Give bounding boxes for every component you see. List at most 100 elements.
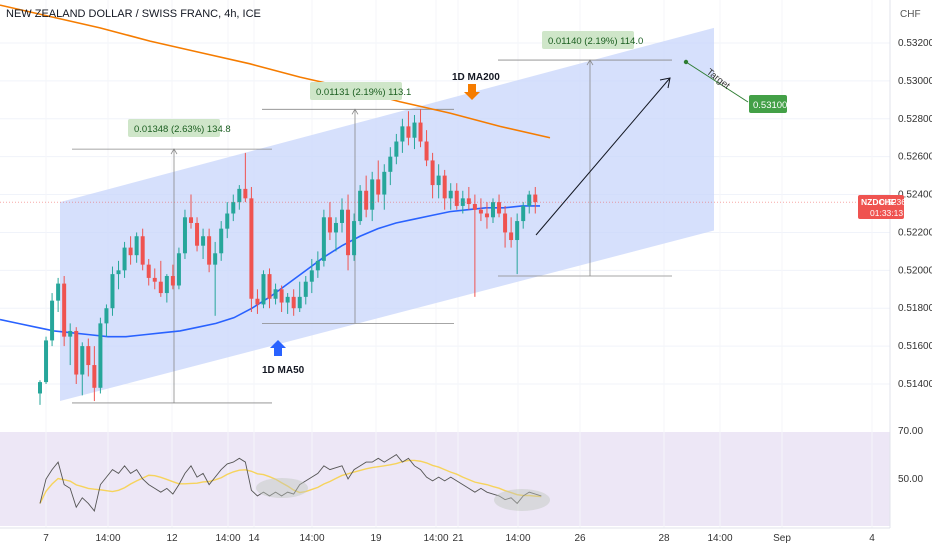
time-tick: 14:00 xyxy=(505,533,530,544)
candle-body xyxy=(104,308,109,324)
price-tick: 0.52600 xyxy=(898,152,932,163)
ma200-label: 1D MA200 xyxy=(452,72,500,83)
candle-body xyxy=(521,205,526,222)
measure-box-3 xyxy=(542,31,634,49)
candle-body xyxy=(406,126,411,138)
candle-body xyxy=(243,188,248,199)
candle-body xyxy=(400,126,405,142)
candle-body xyxy=(201,236,206,246)
candle-body xyxy=(364,190,369,210)
candle-body xyxy=(189,217,193,223)
candle-body xyxy=(62,283,67,337)
measure-arrowhead xyxy=(170,148,178,155)
candle-body xyxy=(237,188,242,203)
candle-body xyxy=(376,179,381,195)
candle-body xyxy=(38,382,42,394)
time-tick: 26 xyxy=(574,533,586,544)
rsi-band xyxy=(0,432,890,526)
time-tick: 14:00 xyxy=(95,533,120,544)
measure-box-1 xyxy=(128,119,220,137)
candle-body xyxy=(394,141,399,157)
candle-body xyxy=(98,323,103,388)
candle-body xyxy=(140,236,145,265)
time-axis[interactable]: 7 14:00 12 14:00 14 14:00 19 14:00 21 14:00 26 28 14… xyxy=(43,533,875,544)
rsi-ma-line xyxy=(39,459,542,504)
candle-body xyxy=(152,277,157,282)
candle-body xyxy=(231,202,236,214)
measurement-lines xyxy=(72,59,672,404)
measure-text-3: 0.01140 (2.19%) 114.0 xyxy=(548,36,643,47)
candle-body xyxy=(249,198,254,299)
ma200-arrow-icon xyxy=(464,84,480,100)
candle-body xyxy=(309,270,314,282)
candle-body xyxy=(491,202,495,218)
candlesticks xyxy=(0,109,858,405)
candle-body xyxy=(92,365,97,388)
time-tick: 14 xyxy=(248,533,260,544)
candle-body xyxy=(497,202,502,214)
price-badge: NZDCHF 0.52360 01:33:13 xyxy=(858,195,911,219)
time-tick: 28 xyxy=(658,533,670,544)
time-tick: 14:00 xyxy=(423,533,448,544)
time-tick: 14:00 xyxy=(707,533,732,544)
candle-body xyxy=(116,270,121,275)
measure-label-3: 0.01140 (2.19%) 114.0 xyxy=(542,31,643,49)
candle-body xyxy=(68,330,73,337)
measure-text-2: 0.01131 (2.19%) 113.1 xyxy=(316,87,411,98)
target-connector xyxy=(685,61,749,103)
price-tick: 0.53200 xyxy=(898,38,932,49)
rising-channel xyxy=(60,27,714,402)
candle-body xyxy=(255,298,260,305)
candle-body xyxy=(80,346,85,375)
candle-body xyxy=(291,296,296,309)
rsi-line xyxy=(39,453,542,512)
candle-body xyxy=(352,221,357,256)
candle-body xyxy=(527,194,532,206)
target-box xyxy=(749,95,787,113)
price-axis[interactable]: 0.53200 0.53000 0.52800 0.52600 0.52400 0.522… xyxy=(898,38,932,390)
time-tick: 21 xyxy=(452,533,464,544)
ma50-label: 1D MA50 xyxy=(262,365,305,376)
candle-body xyxy=(333,222,338,233)
channel-fill xyxy=(60,27,714,402)
candle-body xyxy=(219,228,224,254)
candle-body xyxy=(86,346,91,366)
candle-body xyxy=(327,217,332,233)
time-tick: 14:00 xyxy=(215,533,240,544)
measure-box-2 xyxy=(310,82,402,100)
candle-body xyxy=(454,190,459,206)
ma50-arrow-icon xyxy=(270,340,286,356)
candle-body xyxy=(484,213,489,218)
candle-body xyxy=(50,300,55,341)
time-tick: Sep xyxy=(773,533,791,544)
candle-body xyxy=(533,194,538,203)
projection-arrow xyxy=(535,77,671,236)
time-tick: 7 xyxy=(43,533,49,544)
rsi-axis-70: 70.00 xyxy=(898,426,923,437)
candle-body xyxy=(503,213,508,233)
candle-body xyxy=(164,276,169,294)
candle-body xyxy=(182,217,187,254)
candle-body xyxy=(370,179,375,210)
candle-body xyxy=(472,204,477,210)
badge-countdown: 01:33:13 xyxy=(870,208,903,218)
measure-text-1: 0.01348 (2.63%) 134.8 xyxy=(134,124,231,135)
candle-body xyxy=(303,281,308,297)
candle-body xyxy=(44,340,49,383)
price-tick: 0.52000 xyxy=(898,265,932,276)
price-badge-bg xyxy=(858,195,904,219)
candle-body xyxy=(285,296,290,303)
candle-body xyxy=(134,236,139,256)
candle-body xyxy=(170,276,175,286)
projection-arrowhead xyxy=(659,77,671,89)
candle-body xyxy=(279,289,284,303)
candle-body xyxy=(358,190,363,222)
price-tick: 0.51600 xyxy=(898,341,932,352)
candle-body xyxy=(515,221,520,241)
candle-body xyxy=(412,122,417,138)
candle-body xyxy=(128,247,133,256)
candle-body xyxy=(418,122,423,142)
target-price: 0.53100 xyxy=(753,100,787,111)
target-dot xyxy=(683,59,689,65)
